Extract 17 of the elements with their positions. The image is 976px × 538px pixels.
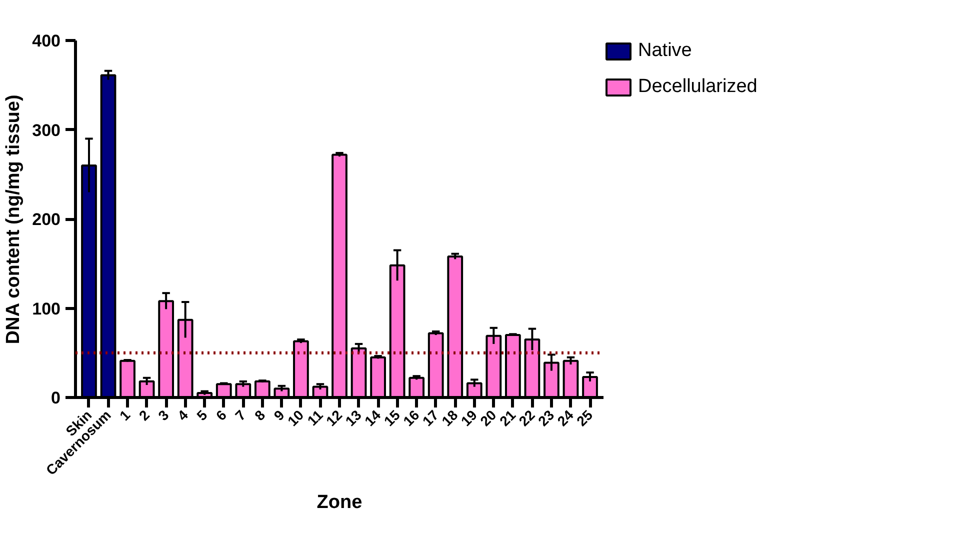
y-tick-label: 300 [32,120,61,140]
x-tick-label: 3 [154,406,172,424]
y-tick-label: 200 [32,210,61,229]
x-tick-label: 6 [212,406,230,424]
legend-label: Native [638,40,692,62]
x-tick-label: 5 [193,406,210,424]
x-tick-label: 8 [251,406,268,424]
legend-label: Decellularized [638,76,758,98]
x-tick-label: 7 [232,406,249,424]
y-tick-label: 400 [32,32,61,50]
x-axis-title: Zone [316,492,362,513]
y-tick-label: 100 [32,299,61,318]
y-axis-title: DNA content (ng/mg tissue) [3,94,24,344]
x-tick-label: 4 [174,406,192,424]
y-tick-label: 0 [51,388,61,408]
x-tick-label: 1 [116,406,134,424]
x-tick-label: 2 [136,406,153,424]
